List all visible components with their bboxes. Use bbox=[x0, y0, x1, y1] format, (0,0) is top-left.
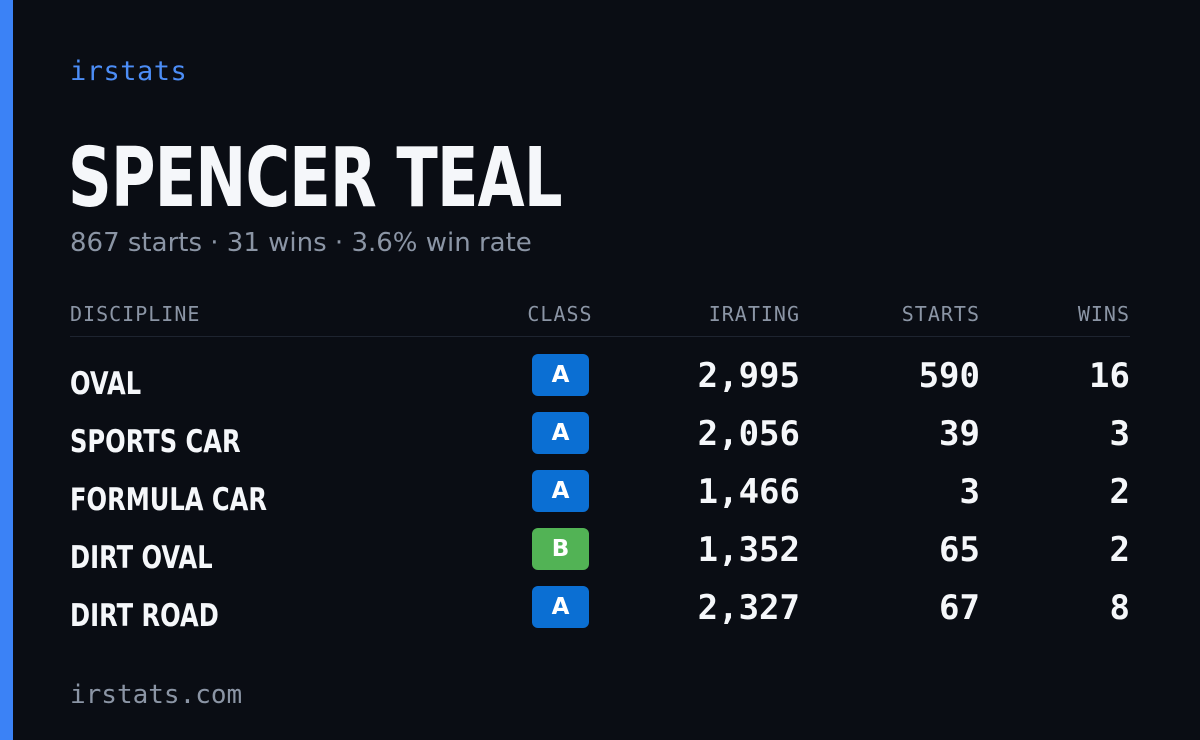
table-body: OVAL A 2,995 590 16 SPORTS CAR A 2,056 3… bbox=[70, 337, 1130, 644]
driver-summary: 867 starts · 31 wins · 3.6% win rate bbox=[70, 228, 532, 258]
starts-value: 590 bbox=[918, 356, 980, 396]
class-badge: A bbox=[532, 470, 589, 512]
accent-bar bbox=[0, 0, 13, 740]
table-row: DIRT ROAD A 2,327 67 8 bbox=[70, 586, 1130, 644]
discipline-name: DIRT ROAD bbox=[70, 598, 219, 634]
brand-logo: irstats bbox=[70, 56, 188, 87]
table-row: OVAL A 2,995 590 16 bbox=[70, 354, 1130, 412]
wins-value: 2 bbox=[1109, 472, 1130, 512]
irating-value: 2,327 bbox=[697, 588, 800, 628]
table-row: DIRT OVAL B 1,352 65 2 bbox=[70, 528, 1130, 586]
table-row: FORMULA CAR A 1,466 3 2 bbox=[70, 470, 1130, 528]
irating-value: 1,466 bbox=[697, 472, 800, 512]
class-badge: A bbox=[532, 586, 589, 628]
table-header: DISCIPLINE CLASS IRATING STARTS WINS bbox=[70, 298, 1130, 337]
irating-value: 2,056 bbox=[697, 414, 800, 454]
starts-value: 3 bbox=[959, 472, 980, 512]
class-badge: A bbox=[532, 354, 589, 396]
footer-url: irstats.com bbox=[70, 680, 243, 710]
wins-value: 8 bbox=[1109, 588, 1130, 628]
table-row: SPORTS CAR A 2,056 39 3 bbox=[70, 412, 1130, 470]
class-badge: A bbox=[532, 412, 589, 454]
header-wins: WINS bbox=[1077, 302, 1130, 326]
wins-value: 2 bbox=[1109, 530, 1130, 570]
header-starts: STARTS bbox=[901, 302, 980, 326]
wins-value: 16 bbox=[1089, 356, 1130, 396]
irating-value: 2,995 bbox=[697, 356, 800, 396]
discipline-name: DIRT OVAL bbox=[70, 540, 213, 576]
wins-value: 3 bbox=[1109, 414, 1130, 454]
header-class: CLASS bbox=[527, 302, 593, 326]
starts-value: 65 bbox=[939, 530, 980, 570]
header-irating: IRATING bbox=[708, 302, 800, 326]
header-discipline: DISCIPLINE bbox=[70, 302, 201, 326]
discipline-name: FORMULA CAR bbox=[70, 482, 268, 518]
stats-table: DISCIPLINE CLASS IRATING STARTS WINS OVA… bbox=[70, 298, 1130, 644]
starts-value: 39 bbox=[939, 414, 980, 454]
irating-value: 1,352 bbox=[697, 530, 800, 570]
driver-name: SPENCER TEAL bbox=[68, 131, 563, 226]
discipline-name: OVAL bbox=[70, 366, 142, 402]
class-badge: B bbox=[532, 528, 589, 570]
discipline-name: SPORTS CAR bbox=[70, 424, 241, 460]
starts-value: 67 bbox=[939, 588, 980, 628]
